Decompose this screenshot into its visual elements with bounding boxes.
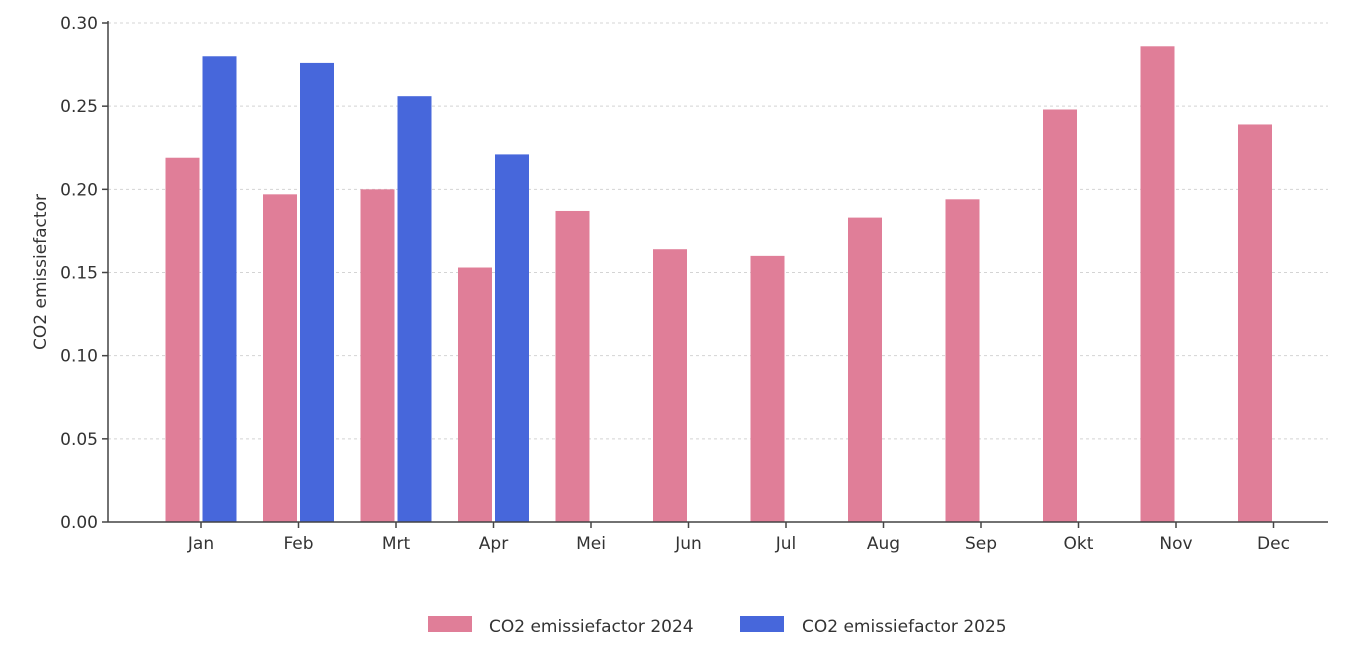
bar-mrt-22024 — [360, 189, 395, 523]
bar-sep-22024 — [945, 199, 980, 522]
gridlines — [108, 22, 1328, 440]
legend-label-2024: CO2 emissiefactor 2024 — [489, 617, 694, 637]
axes — [102, 21, 1328, 528]
x-tick-label-feb: Feb — [283, 534, 313, 554]
x-tick-label-okt: Okt — [1064, 534, 1094, 554]
y-tick-label: 0.10 — [60, 347, 98, 367]
x-tick-label-jun: Jun — [674, 534, 702, 554]
bar-apr-22024 — [458, 267, 492, 522]
legend-label-2025: CO2 emissiefactor 2025 — [802, 617, 1007, 637]
x-tick-label-mrt: Mrt — [382, 534, 411, 554]
y-tick-label: 0.00 — [60, 513, 98, 533]
y-tick-label: 0.05 — [60, 430, 98, 450]
y-tick-labels: 0.00 0.05 0.10 0.15 0.20 0.25 0.30 — [60, 14, 98, 533]
y-axis-label: CO2 emissiefactor — [31, 194, 51, 350]
bar-nov-22024 — [1140, 46, 1175, 522]
legend-swatch-2024 — [428, 616, 472, 632]
bar-mrt-22025 — [397, 96, 432, 522]
bar-dec-22024 — [1238, 124, 1272, 523]
legend: CO2 emissiefactor 2024 CO2 emissiefactor… — [428, 616, 1007, 637]
bar-okt-22024 — [1043, 109, 1077, 522]
x-tick-label-nov: Nov — [1159, 534, 1192, 554]
bar-feb-22024 — [263, 194, 297, 522]
legend-swatch-2025 — [740, 616, 784, 632]
bar-jan-22025 — [202, 56, 237, 523]
x-tick-label-jan: Jan — [187, 534, 214, 554]
bar-jul-22024 — [750, 255, 785, 522]
x-tick-label-sep: Sep — [965, 534, 997, 554]
x-tick-label-apr: Apr — [479, 534, 508, 554]
x-tick-label-mei: Mei — [576, 534, 606, 554]
bars — [165, 46, 1272, 523]
y-tick-label: 0.30 — [60, 14, 98, 34]
bar-jun-22024 — [653, 249, 687, 523]
x-tick-label-aug: Aug — [867, 534, 900, 554]
bar-mei-22024 — [555, 210, 590, 522]
y-tick-label: 0.25 — [60, 97, 98, 117]
bar-apr-22025 — [495, 154, 529, 523]
bar-jan-22024 — [165, 157, 200, 523]
x-tick-labels: Jan Feb Mrt Apr Mei Jun Jul Aug Sep Okt Nov Dec — [187, 534, 1290, 554]
bar-feb-22025 — [300, 62, 334, 523]
x-tick-label-jul: Jul — [775, 534, 797, 554]
y-tick-label: 0.15 — [60, 264, 98, 284]
x-tick-label-dec: Dec — [1257, 534, 1290, 554]
y-tick-label: 0.20 — [60, 180, 98, 200]
bar-aug-22024 — [848, 217, 882, 523]
